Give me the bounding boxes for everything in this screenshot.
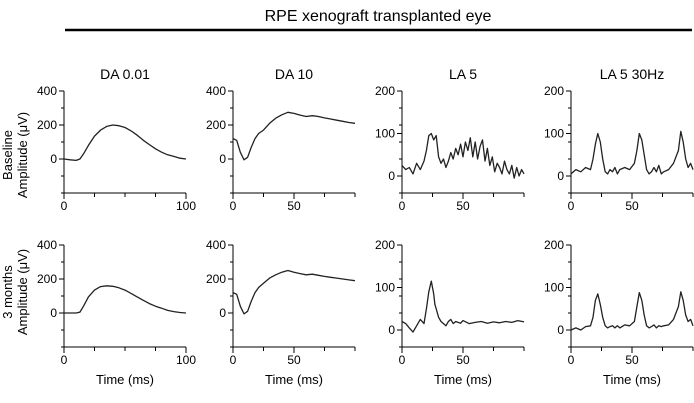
y-tick-label: 200 xyxy=(544,238,564,252)
row-label-baseline: Baseline xyxy=(0,130,15,180)
y-tick-label: 400 xyxy=(206,238,226,252)
x-tick-label: 0 xyxy=(568,353,575,367)
y-tick-label: 0 xyxy=(388,323,395,337)
x-tick-label: 50 xyxy=(456,199,470,213)
erg-trace xyxy=(570,291,694,331)
x-tick-label: 100 xyxy=(176,199,196,213)
row-label-3-months: 3 months xyxy=(0,265,15,319)
panel-1-row-1: 400 200 0 0 50 Time (ms) xyxy=(206,238,356,387)
erg-trace xyxy=(64,285,187,314)
x-tick-label: 50 xyxy=(287,353,301,367)
x-axis-label: Time (ms) xyxy=(434,372,492,387)
panel-grid: DA 0.01 400 200 0 0 100 400 200 0 0 100 Time (ms) DA… xyxy=(37,66,694,387)
x-tick-label: 50 xyxy=(625,353,639,367)
x-tick-label: 0 xyxy=(61,199,68,213)
erg-trace xyxy=(232,111,356,161)
y-tick-label: 400 xyxy=(206,84,226,98)
panel-3-row-0: 200 100 0 0 50 xyxy=(544,84,694,213)
panel-1-row-0: 400 200 0 0 50 xyxy=(206,84,356,213)
y-tick-label: 400 xyxy=(37,238,57,252)
row-label-baseline-units: Amplitude (μV) xyxy=(15,112,30,198)
x-tick-label: 0 xyxy=(399,199,406,213)
panel-title: DA 0.01 xyxy=(100,66,150,82)
panel-2-row-1: 200 100 0 0 50 Time (ms) xyxy=(375,238,525,387)
y-tick-label: 200 xyxy=(375,238,395,252)
panel-title: LA 5 xyxy=(449,66,477,82)
y-tick-label: 0 xyxy=(557,169,564,183)
x-tick-label: 100 xyxy=(176,353,196,367)
figure-title: RPE xenograft transplanted eye xyxy=(265,8,492,25)
y-tick-label: 100 xyxy=(544,281,564,295)
panel-3-row-1: 200 100 0 0 50 Time (ms) xyxy=(544,238,694,387)
y-tick-label: 200 xyxy=(206,118,226,132)
y-tick-label: 200 xyxy=(37,272,57,286)
y-tick-label: 100 xyxy=(375,127,395,141)
y-tick-label: 100 xyxy=(544,127,564,141)
x-tick-label: 0 xyxy=(230,353,237,367)
y-tick-label: 200 xyxy=(37,118,57,132)
x-tick-label: 50 xyxy=(456,353,470,367)
erg-trace xyxy=(401,132,525,179)
panel-title: LA 5 30Hz xyxy=(600,66,665,82)
panel-0-row-1: 400 200 0 0 100 Time (ms) xyxy=(37,238,196,387)
y-tick-label: 200 xyxy=(375,84,395,98)
y-tick-label: 0 xyxy=(219,152,226,166)
y-tick-label: 0 xyxy=(50,152,57,166)
x-axis-label: Time (ms) xyxy=(265,372,323,387)
panel-0-row-0: 400 200 0 0 100 xyxy=(37,84,196,213)
erg-trace xyxy=(401,280,525,333)
y-tick-label: 200 xyxy=(544,84,564,98)
row-label-3-months-units: Amplitude (μV) xyxy=(15,249,30,335)
erg-trace xyxy=(570,130,694,175)
x-tick-label: 50 xyxy=(287,199,301,213)
x-tick-label: 0 xyxy=(568,199,575,213)
erg-trace xyxy=(63,124,187,162)
x-tick-label: 0 xyxy=(399,353,406,367)
y-tick-label: 0 xyxy=(50,306,57,320)
y-tick-label: 0 xyxy=(388,169,395,183)
y-tick-label: 0 xyxy=(557,323,564,337)
x-tick-label: 0 xyxy=(230,199,237,213)
y-tick-label: 400 xyxy=(37,84,57,98)
erg-trace xyxy=(232,269,356,315)
y-tick-label: 200 xyxy=(206,272,226,286)
y-tick-label: 0 xyxy=(219,306,226,320)
x-axis-label: Time (ms) xyxy=(603,372,661,387)
y-tick-label: 100 xyxy=(375,281,395,295)
x-axis-label: Time (ms) xyxy=(96,372,154,387)
x-tick-label: 50 xyxy=(625,199,639,213)
x-tick-label: 0 xyxy=(61,353,68,367)
panel-title: DA 10 xyxy=(275,66,313,82)
panel-2-row-0: 200 100 0 0 50 xyxy=(375,84,525,213)
